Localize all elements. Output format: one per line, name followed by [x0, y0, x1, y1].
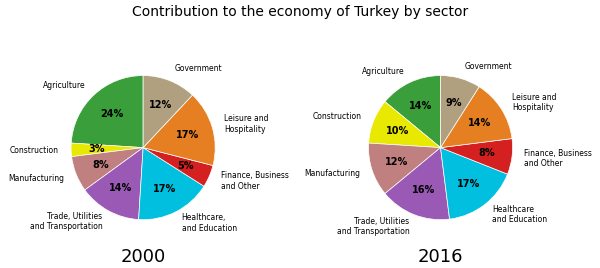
Wedge shape [143, 95, 215, 166]
Wedge shape [368, 102, 440, 148]
Text: 12%: 12% [148, 100, 172, 110]
Wedge shape [440, 87, 512, 148]
Text: 12%: 12% [385, 157, 408, 167]
Wedge shape [385, 148, 449, 220]
Wedge shape [139, 148, 204, 220]
Text: Government: Government [174, 65, 222, 73]
Text: 24%: 24% [100, 109, 123, 119]
Wedge shape [71, 148, 143, 190]
Text: Agriculture: Agriculture [43, 81, 85, 91]
Wedge shape [440, 76, 479, 148]
Text: 3%: 3% [89, 144, 105, 154]
Text: Manufacturing: Manufacturing [304, 169, 360, 178]
Text: Finance, Business
and Other: Finance, Business and Other [221, 172, 289, 191]
Text: Trade, Utilities
and Transportation: Trade, Utilities and Transportation [337, 217, 409, 236]
Text: Leisure and
Hospitality: Leisure and Hospitality [512, 93, 556, 112]
Text: Leisure and
Hospitality: Leisure and Hospitality [224, 114, 269, 134]
Wedge shape [143, 148, 213, 186]
Text: 16%: 16% [412, 185, 435, 195]
Wedge shape [143, 76, 193, 148]
Wedge shape [71, 76, 143, 148]
Wedge shape [85, 148, 143, 219]
Wedge shape [440, 139, 512, 174]
Text: Agriculture: Agriculture [362, 67, 404, 76]
Text: Construction: Construction [313, 112, 362, 121]
Text: 14%: 14% [409, 101, 433, 111]
Text: 8%: 8% [478, 148, 494, 158]
Text: Healthcare,
and Education: Healthcare, and Education [182, 213, 236, 233]
Text: Construction: Construction [10, 146, 59, 155]
Text: 10%: 10% [386, 126, 409, 136]
Text: 8%: 8% [92, 159, 109, 170]
Text: Manufacturing: Manufacturing [8, 174, 65, 183]
Text: Trade, Utilities
and Transportation: Trade, Utilities and Transportation [29, 212, 103, 231]
Wedge shape [385, 76, 440, 148]
Text: Finance, Business
and Other: Finance, Business and Other [524, 148, 592, 168]
Text: 2000: 2000 [121, 248, 166, 266]
Text: 17%: 17% [152, 184, 176, 194]
Text: 5%: 5% [177, 161, 194, 171]
Text: Contribution to the economy of Turkey by sector: Contribution to the economy of Turkey by… [132, 5, 468, 19]
Wedge shape [368, 143, 440, 193]
Text: 17%: 17% [457, 179, 481, 189]
Text: Healthcare
and Education: Healthcare and Education [493, 205, 547, 224]
Wedge shape [440, 148, 508, 219]
Text: Government: Government [464, 62, 512, 71]
Text: 9%: 9% [445, 98, 461, 108]
Wedge shape [71, 143, 143, 157]
Text: 2016: 2016 [418, 248, 463, 266]
Text: 14%: 14% [468, 118, 491, 128]
Text: 17%: 17% [176, 130, 199, 140]
Text: 14%: 14% [109, 183, 133, 193]
